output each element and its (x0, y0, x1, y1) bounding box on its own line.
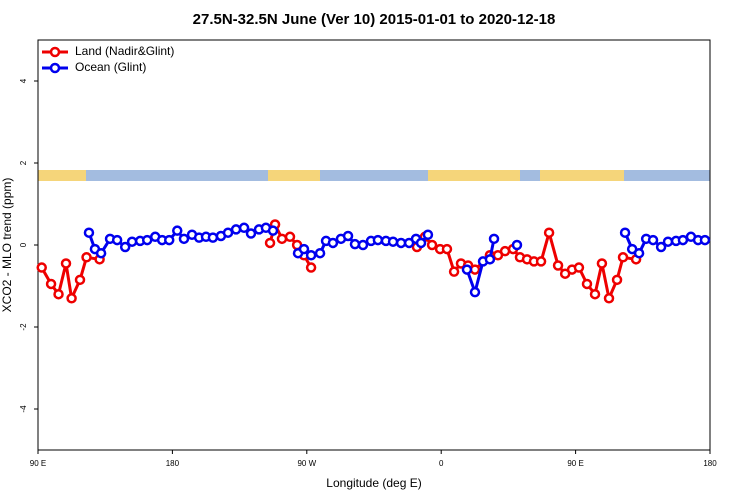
x-tick-label: 0 (439, 459, 444, 468)
data-point (126, 236, 138, 247)
data-point (535, 256, 547, 267)
x-tick-label: 90 E (30, 459, 46, 468)
data-point (647, 234, 659, 246)
data-point (342, 230, 354, 242)
data-point (415, 237, 427, 249)
data-point (469, 286, 481, 298)
y-tick-label: 4 (19, 78, 28, 83)
y-tick-label: -4 (19, 405, 28, 413)
data-point (284, 231, 296, 243)
data-point (603, 293, 615, 304)
data-point (45, 278, 57, 290)
data-point (163, 234, 175, 246)
x-tick-label: 90 W (297, 459, 316, 468)
data-point (589, 288, 601, 300)
data-point (349, 238, 361, 250)
legend-marker (49, 62, 61, 74)
data-point (511, 239, 523, 251)
data-point (581, 278, 593, 290)
data-point (305, 250, 317, 261)
data-point (327, 237, 339, 249)
data-point (264, 237, 276, 249)
data-point (238, 222, 250, 234)
data-point (111, 234, 123, 246)
data-point (245, 228, 257, 239)
legend-label: Ocean (Glint) (75, 60, 146, 74)
data-point (81, 252, 92, 263)
x-tick-label: 180 (166, 459, 180, 468)
y-tick-label: 2 (19, 160, 28, 165)
data-point (119, 241, 131, 253)
data-point (699, 234, 711, 246)
x-axis-label: Longitude (deg E) (326, 476, 421, 490)
data-point (267, 225, 279, 236)
data-point (662, 236, 674, 247)
data-point (619, 227, 631, 238)
legend-marker (49, 46, 61, 58)
x-tick-label: 90 E (567, 459, 583, 468)
data-point (617, 252, 629, 263)
data-point (633, 247, 645, 259)
data-point (596, 258, 608, 269)
data-point (543, 227, 555, 238)
land-ocean-strip (38, 170, 710, 181)
data-point (387, 236, 399, 247)
data-point (36, 262, 47, 273)
chart-title: 27.5N-32.5N June (Ver 10) 2015-01-01 to … (193, 11, 556, 28)
data-point (83, 227, 95, 238)
data-point (655, 241, 667, 253)
data-point (305, 262, 317, 273)
y-axis-label: XCO2 - MLO trend (ppm) (0, 178, 14, 313)
data-point (53, 288, 64, 300)
data-point (552, 260, 564, 271)
data-point (573, 262, 585, 273)
data-point (441, 243, 453, 255)
data-point (461, 264, 473, 275)
data-point (611, 274, 623, 286)
data-point (230, 224, 242, 235)
data-point (60, 258, 72, 269)
data-point (276, 233, 288, 245)
data-point (314, 247, 326, 259)
data-point (298, 243, 310, 255)
data-point (484, 254, 496, 265)
data-point (499, 245, 511, 257)
x-tick-label: 180 (703, 459, 717, 468)
y-tick-label: -2 (19, 323, 28, 331)
data-point (172, 225, 183, 236)
data-point (357, 239, 369, 251)
data-point (178, 233, 190, 245)
data-point (207, 232, 219, 243)
data-point (426, 239, 438, 251)
y-tick-label: 0 (19, 242, 28, 247)
data-point (448, 266, 460, 277)
data-point (74, 274, 86, 286)
data-point (422, 229, 434, 240)
data-point (488, 233, 500, 245)
legend-label: Land (Nadir&Glint) (75, 44, 174, 58)
data-point (372, 234, 384, 246)
data-point (66, 293, 77, 304)
data-point (95, 247, 107, 259)
